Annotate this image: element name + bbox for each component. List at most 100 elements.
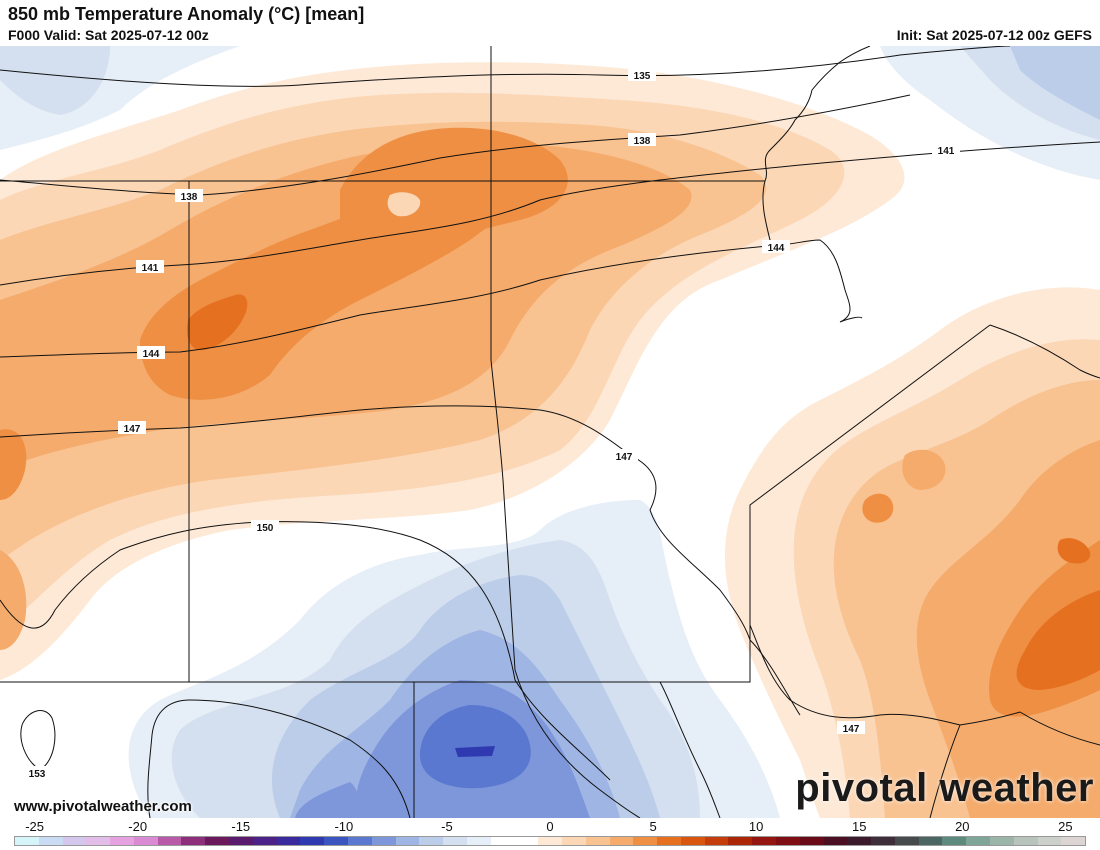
colorbar-tick-label: -10 (334, 819, 354, 834)
anomaly-map[interactable]: 135 138 138 141 141 144 144 147 147 147 … (0, 46, 1100, 818)
colorbar-swatch (657, 837, 681, 845)
brand-logo: pivotal weather (795, 766, 1094, 810)
lake-shore (762, 180, 863, 323)
colorbar-swatch (942, 837, 967, 845)
init-time: Init: Sat 2025-07-12 00z GEFS (896, 27, 1092, 43)
contour-label-153: 153 (29, 769, 46, 780)
colorbar-swatch (728, 837, 753, 845)
contour-label-138-west: 138 (181, 192, 198, 203)
colorbar-tick-label: -25 (25, 819, 45, 834)
colorbar-swatch (918, 837, 943, 845)
colorbar-swatch (15, 837, 39, 845)
warm-shading (0, 62, 1100, 818)
colorbar-swatch (181, 837, 206, 845)
colorbar-swatch (561, 837, 586, 845)
colorbar-labels: -25 -20 -15 -10 -5 0 5 10 15 20 25 (14, 819, 1086, 835)
colorbar-swatch (776, 837, 800, 845)
contour-138 (0, 94, 911, 196)
height-contours (0, 46, 1100, 818)
colorbar-tick-label: -15 (231, 819, 251, 834)
contour-label-147-west: 147 (124, 424, 141, 435)
valid-time: F000 Valid: Sat 2025-07-12 00z (8, 27, 209, 43)
cool-shading (0, 46, 1100, 818)
colorbar-swatch (419, 837, 444, 845)
colorbar-swatch (966, 837, 991, 845)
map-panel[interactable]: 135 138 138 141 141 144 144 147 147 147 … (0, 46, 1100, 818)
colorbar-swatch (585, 837, 610, 845)
colorbar-swatch (205, 837, 230, 845)
state-boundary-southeast (929, 724, 961, 818)
colorbar-swatch (466, 837, 491, 845)
colorbar-swatch (847, 837, 872, 845)
contour-label-144-east: 144 (768, 243, 785, 254)
boundary-extra (659, 681, 721, 818)
contour-label-147-center: 147 (616, 452, 633, 463)
colorbar-tick-label: -20 (128, 819, 148, 834)
contour-141 (0, 141, 1100, 286)
colorbar-swatch (514, 837, 539, 845)
contour-label-144-west: 144 (143, 349, 160, 360)
contour-labels: 135 138 138 141 141 144 144 147 147 147 … (23, 68, 960, 780)
contour-135 (0, 46, 1011, 87)
coastline-north (764, 46, 871, 182)
contour-label-135: 135 (634, 71, 651, 82)
contour-144 (0, 244, 781, 358)
colorbar-swatch (86, 837, 111, 845)
contour-label-141-west: 141 (142, 263, 159, 274)
colorbar-swatch (443, 837, 467, 845)
state-boundary-northeast (989, 324, 1100, 379)
colorbar (14, 836, 1086, 846)
colorbar-swatch (324, 837, 348, 845)
contour-147 (0, 405, 801, 716)
coastline-southeast (1019, 711, 1100, 746)
colorbar-swatch (1061, 837, 1086, 845)
colorbar-swatch (371, 837, 396, 845)
colorbar-swatch (347, 837, 372, 845)
contour-150-south (147, 699, 411, 818)
state-boundary-south (0, 324, 991, 683)
colorbar-swatch (823, 837, 848, 845)
colorbar-tick-label: 25 (1058, 819, 1073, 834)
contour-label-138-east: 138 (634, 136, 651, 147)
colorbar-swatch (276, 837, 301, 845)
colorbar-tick-label: 10 (748, 819, 764, 834)
state-boundary-central (490, 359, 641, 818)
colorbar-swatch (490, 837, 515, 845)
contour-label-150: 150 (257, 523, 274, 534)
colorbar-swatch (62, 837, 87, 845)
colorbar-swatch (799, 837, 824, 845)
colorbar-tick-label: 0 (546, 819, 554, 834)
colorbar-swatch (110, 837, 134, 845)
colorbar-swatch (894, 837, 919, 845)
contour-label-141-east: 141 (938, 146, 955, 157)
colorbar-swatch (38, 837, 63, 845)
header: 850 mb Temperature Anomaly (°C) [mean] F… (0, 0, 1100, 46)
website-watermark: www.pivotalweather.com (14, 798, 192, 815)
coastline-south (749, 624, 1021, 726)
colorbar-swatch (1013, 837, 1038, 845)
colorbar-swatch (300, 837, 325, 845)
colorbar-swatch (229, 837, 253, 845)
colorbar-swatch (252, 837, 277, 845)
colorbar-swatch (680, 837, 705, 845)
colorbar-swatch (633, 837, 658, 845)
boundaries (0, 46, 1100, 818)
colorbar-swatch (1037, 837, 1062, 845)
colorbar-tick-label: 20 (955, 819, 970, 834)
colorbar-tick-label: -5 (441, 819, 453, 834)
colorbar-swatch (157, 837, 182, 845)
colorbar-swatch (704, 837, 729, 845)
colorbar-swatch (538, 837, 562, 845)
map-title: 850 mb Temperature Anomaly (°C) [mean] (8, 4, 365, 24)
colorbar-swatch (395, 837, 420, 845)
colorbar-swatch (133, 837, 158, 845)
colorbar-tick-label: 15 (851, 819, 867, 834)
colorbar-swatch (990, 837, 1014, 845)
colorbar-swatch (609, 837, 634, 845)
colorbar-swatch (871, 837, 895, 845)
colorbar-tick-label: 5 (649, 819, 657, 834)
contour-label-147-south: 147 (843, 724, 860, 735)
river-line (0, 521, 611, 781)
colorbar-swatch (752, 837, 776, 845)
contour-153 (20, 710, 56, 771)
